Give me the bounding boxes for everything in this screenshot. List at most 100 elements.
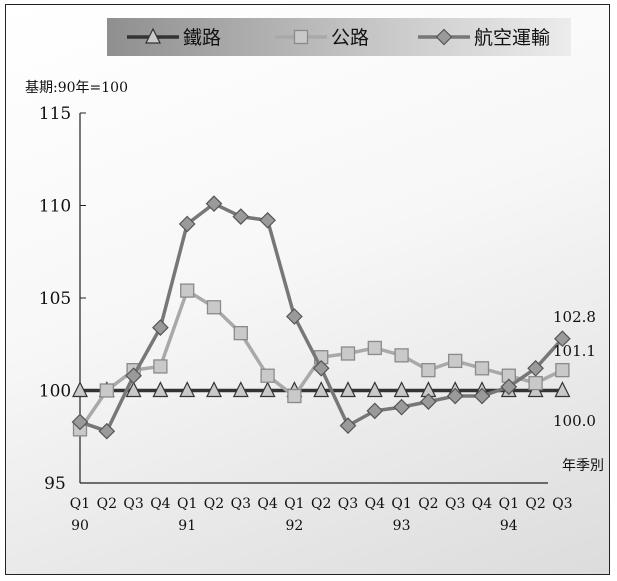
y-tick-label: 105 xyxy=(39,289,71,309)
diamond-marker xyxy=(554,330,571,348)
diamond-marker xyxy=(98,422,116,440)
x-tick-label: Q4 xyxy=(150,496,170,512)
y-tick-label: 115 xyxy=(39,104,71,124)
square-marker xyxy=(293,29,309,45)
x-tick-label: Q1 xyxy=(177,496,197,512)
diamond-marker xyxy=(500,378,518,396)
legend-entry: 航空運輸 xyxy=(418,27,550,49)
triangle-marker xyxy=(554,381,571,398)
triangle-marker xyxy=(125,381,142,398)
series-2 xyxy=(72,283,570,437)
x-tick-label: Q4 xyxy=(365,496,385,512)
year-label: 93 xyxy=(393,518,411,534)
x-tick-label: Q2 xyxy=(418,496,438,512)
diamond-marker xyxy=(152,319,169,336)
x-tick-label: Q3 xyxy=(231,496,251,512)
series-3 xyxy=(71,195,571,440)
diamond-marker xyxy=(435,28,453,46)
x-tick-label: Q4 xyxy=(472,496,492,512)
legend: 鐵路 公路 航空運輸 xyxy=(127,27,550,49)
square-marker xyxy=(421,362,436,378)
legend-entry: 公路 xyxy=(275,27,369,49)
x-tick-label: Q3 xyxy=(123,496,143,512)
series-1 xyxy=(72,381,571,398)
x-tick-label: Q1 xyxy=(391,496,411,512)
square-marker xyxy=(180,283,195,298)
square-marker xyxy=(99,383,114,398)
square-marker xyxy=(206,300,222,315)
diamond-marker xyxy=(286,308,303,325)
diamond-marker xyxy=(527,359,544,377)
square-marker xyxy=(394,348,409,363)
x-tick-label: Q2 xyxy=(525,496,545,512)
year-label: 91 xyxy=(178,518,196,534)
diamond-marker xyxy=(446,387,464,405)
square-marker xyxy=(233,325,248,341)
triangle-marker xyxy=(145,27,161,44)
end-value-label: 101.1 xyxy=(553,342,596,360)
x-tick-label: Q1 xyxy=(499,496,519,512)
triangle-marker xyxy=(340,381,356,398)
square-marker xyxy=(287,388,302,404)
x-axis-label: 年季別 xyxy=(562,458,604,474)
x-tick-label: Q1 xyxy=(284,496,304,512)
y-tick-label: 95 xyxy=(44,474,66,494)
square-marker xyxy=(260,368,275,383)
diamond-marker xyxy=(473,387,491,405)
triangle-marker xyxy=(393,381,410,398)
legend-entry: 鐵路 xyxy=(127,27,221,49)
x-tick-label: Q3 xyxy=(338,496,358,512)
end-labels: 100.0 101.1 102.8 xyxy=(553,308,596,430)
square-marker xyxy=(340,346,356,361)
square-marker xyxy=(367,340,382,356)
x-tick-label: Q2 xyxy=(311,496,331,512)
chart-frame xyxy=(5,4,610,575)
square-marker xyxy=(555,362,570,378)
series-layer xyxy=(71,195,571,440)
x-tick-label: Q3 xyxy=(445,496,465,512)
y-tick-label: 110 xyxy=(39,197,71,217)
triangle-marker xyxy=(72,381,88,398)
x-tick-labels: Q1 Q2 Q3 Q4 Q1 Q2 Q3 Q4 Q1 Q2 Q3 Q4 Q1 Q2 Q3 Q4 Q1 Q2 Q3 90… xyxy=(70,496,573,534)
year-label: 90 xyxy=(71,518,89,534)
legend-label: 鐵路 xyxy=(183,27,221,49)
diamond-marker xyxy=(420,393,437,410)
legend-box xyxy=(107,18,571,56)
legend-label: 公路 xyxy=(331,27,369,49)
y-tick-labels: 95 100 105 110 115 xyxy=(39,104,71,494)
year-label: 94 xyxy=(500,518,518,534)
y-axis-label: 基期:90年=100 xyxy=(25,79,128,96)
triangle-marker xyxy=(179,381,196,398)
x-tick-label: Q2 xyxy=(204,496,224,512)
triangle-marker xyxy=(232,381,249,398)
triangle-marker xyxy=(313,381,330,398)
triangle-marker xyxy=(366,381,383,398)
square-marker xyxy=(153,359,168,374)
triangle-marker xyxy=(259,381,276,398)
square-marker xyxy=(448,353,463,369)
triangle-marker xyxy=(206,381,222,398)
triangle-marker xyxy=(152,381,169,398)
x-tick-label: Q1 xyxy=(70,496,90,512)
diamond-marker xyxy=(178,215,196,233)
x-tick-label: Q4 xyxy=(257,496,277,512)
year-label: 92 xyxy=(285,518,303,534)
x-tick-label: Q3 xyxy=(552,496,572,512)
y-tick-label: 100 xyxy=(39,382,71,402)
diamond-marker xyxy=(366,402,384,420)
diamond-marker xyxy=(312,359,330,377)
diamond-marker xyxy=(232,208,250,225)
diamond-marker xyxy=(71,413,89,431)
end-value-label: 102.8 xyxy=(553,308,596,326)
square-marker xyxy=(474,361,490,376)
diamond-marker xyxy=(205,195,223,212)
end-value-label: 100.0 xyxy=(553,412,596,430)
diamond-marker xyxy=(339,417,357,434)
axes xyxy=(79,112,548,484)
diamond-marker xyxy=(125,367,142,385)
diamond-marker xyxy=(259,211,276,229)
legend-label: 航空運輸 xyxy=(474,27,550,49)
x-tick-label: Q2 xyxy=(97,496,117,512)
diamond-marker xyxy=(393,398,410,416)
